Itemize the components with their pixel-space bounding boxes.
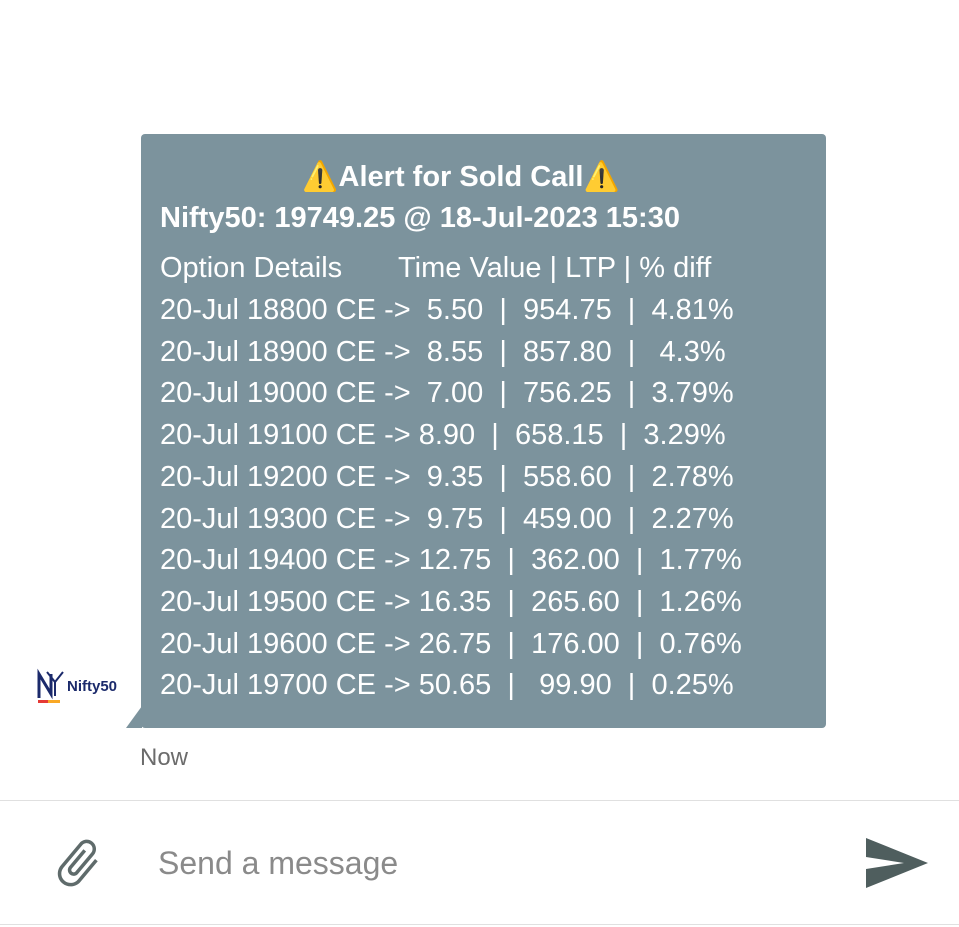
option-row: 20-Jul 19200 CE -> 9.35 | 558.60 | 2.78% — [160, 460, 734, 493]
message-bubble — [141, 134, 826, 728]
alert-title: ⚠️Alert for Sold Call⚠️ — [302, 161, 620, 193]
bottom-border — [0, 924, 959, 925]
option-row: 20-Jul 18900 CE -> 8.55 | 857.80 | 4.3% — [160, 335, 726, 368]
bubble-tail — [126, 706, 142, 728]
option-row: 20-Jul 19400 CE -> 12.75 | 362.00 | 1.77… — [160, 544, 742, 577]
option-row: 20-Jul 19700 CE -> 50.65 | 99.90 | 0.25% — [160, 669, 734, 702]
alert-subtitle: Nifty50: 19749.25 @ 18-Jul-2023 15:30 — [160, 202, 680, 234]
option-row: 20-Jul 18800 CE -> 5.50 | 954.75 | 4.81% — [160, 294, 734, 326]
option-row: 20-Jul 19500 CE -> 16.35 | 265.60 | 1.26… — [160, 585, 742, 618]
option-row: 20-Jul 19000 CE -> 7.00 | 756.25 | 3.79% — [160, 377, 734, 410]
avatar: Nifty50 — [35, 666, 123, 706]
avatar-label: Nifty50 — [67, 678, 118, 695]
divider — [0, 800, 959, 801]
send-button[interactable] — [864, 836, 930, 890]
timestamp: Now — [140, 744, 189, 771]
attach-button[interactable] — [50, 835, 106, 891]
message-input[interactable]: Send a message — [158, 845, 399, 881]
option-row: 20-Jul 19100 CE -> 8.90 | 658.15 | 3.29% — [160, 419, 726, 452]
option-row: 20-Jul 19300 CE -> 9.75 | 459.00 | 2.27% — [160, 502, 734, 535]
avatar-logo — [37, 668, 64, 703]
table-header: Option Details Time Value | LTP | % diff — [160, 252, 712, 284]
option-row: 20-Jul 19600 CE -> 26.75 | 176.00 | 0.76… — [160, 627, 742, 660]
